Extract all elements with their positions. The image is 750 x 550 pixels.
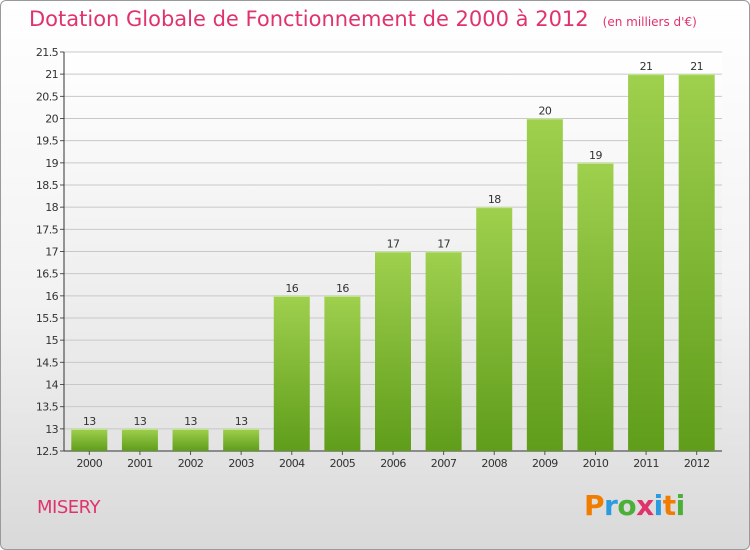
- data-label: 13: [235, 415, 248, 428]
- y-tick-label: 19.5: [36, 135, 59, 148]
- x-tick-label: 2000: [77, 457, 103, 470]
- y-tick-label: 13: [45, 423, 58, 436]
- data-label: 13: [83, 415, 96, 428]
- data-label: 20: [538, 105, 551, 118]
- x-tick-label: 2010: [583, 457, 609, 470]
- y-tick-label: 17: [45, 246, 58, 259]
- logo-letter: x: [636, 489, 654, 522]
- chart-unit: (en milliers d'€): [602, 15, 697, 29]
- x-tick-label: 2006: [380, 457, 406, 470]
- data-label: 17: [387, 238, 400, 251]
- y-tick-label: 13.5: [36, 401, 59, 414]
- x-tick-label: 2011: [633, 457, 659, 470]
- y-tick-label: 20: [45, 113, 58, 126]
- bar-2007: [425, 251, 462, 451]
- data-label: 16: [285, 282, 298, 295]
- bar-2012: [678, 74, 715, 452]
- y-tick-label: 21: [45, 68, 58, 81]
- data-label: 17: [437, 238, 450, 251]
- y-tick-label: 14.5: [36, 356, 59, 369]
- data-label: 16: [336, 282, 349, 295]
- x-tick-label: 2005: [330, 457, 356, 470]
- y-tick-label: 16.5: [36, 268, 59, 281]
- bar-2011: [628, 74, 665, 452]
- bar-2010: [577, 162, 614, 452]
- bar-2004: [273, 295, 310, 451]
- y-tick-label: 16: [45, 290, 58, 303]
- x-tick-label: 2002: [178, 457, 204, 470]
- y-tick-label: 15.5: [36, 312, 59, 325]
- bar-2006: [375, 251, 411, 451]
- x-tick-label: 2007: [431, 457, 457, 470]
- bar-2008: [476, 207, 513, 451]
- y-tick-label: 21.5: [36, 46, 59, 59]
- data-label: 19: [589, 149, 602, 162]
- data-label: 18: [488, 193, 501, 206]
- logo-letter: P: [584, 489, 605, 522]
- x-tick-label: 2003: [228, 457, 254, 470]
- x-tick-label: 2009: [532, 457, 558, 470]
- chart-title: Dotation Globale de Fonctionnement de 20…: [29, 7, 697, 31]
- x-tick-label: 2004: [279, 457, 305, 470]
- logo-letter: i: [653, 489, 664, 522]
- x-tick-label: 2012: [684, 457, 710, 470]
- bar-2001: [121, 428, 158, 451]
- logo-letter: i: [675, 489, 686, 522]
- data-label: 13: [134, 415, 147, 428]
- logo-letter: o: [617, 489, 637, 522]
- bar-2000: [71, 428, 108, 451]
- data-label: 13: [184, 415, 197, 428]
- y-tick-label: 12.5: [36, 445, 59, 458]
- y-tick-label: 14: [45, 379, 58, 392]
- logo-letter: r: [604, 489, 618, 522]
- bar-2009: [526, 118, 563, 451]
- y-tick-label: 17.5: [36, 223, 59, 236]
- x-tick-label: 2001: [127, 457, 153, 470]
- proxiti-logo: Proxiti: [584, 489, 685, 522]
- logo-letter: t: [662, 489, 676, 522]
- y-tick-label: 18: [45, 201, 58, 214]
- y-tick-label: 19: [45, 157, 58, 170]
- y-tick-label: 20.5: [36, 90, 59, 103]
- bar-2002: [172, 428, 209, 451]
- chart-title-text: Dotation Globale de Fonctionnement de 20…: [29, 7, 589, 31]
- y-tick-label: 18.5: [36, 179, 59, 192]
- bar-2003: [223, 428, 260, 451]
- y-tick-label: 15: [45, 334, 58, 347]
- bar-2005: [324, 295, 361, 451]
- data-label: 21: [690, 60, 703, 73]
- commune-name: MISERY: [37, 497, 101, 518]
- data-label: 21: [640, 60, 653, 73]
- x-tick-label: 2008: [481, 457, 507, 470]
